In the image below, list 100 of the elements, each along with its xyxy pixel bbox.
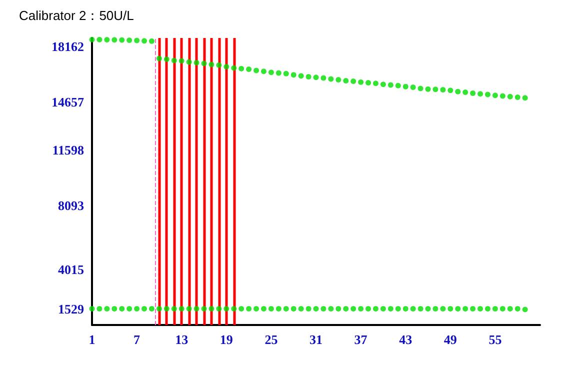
x-tick-label: 7 — [134, 332, 141, 347]
point — [186, 59, 192, 65]
point — [470, 90, 476, 96]
x-tick-label: 19 — [220, 332, 234, 347]
point — [343, 306, 349, 312]
x-tick-label: 55 — [488, 332, 502, 347]
point — [283, 306, 289, 312]
point — [500, 93, 506, 99]
point — [388, 82, 394, 88]
point — [410, 306, 416, 312]
point — [448, 88, 454, 94]
point — [328, 306, 334, 312]
x-tick-label: 49 — [444, 332, 458, 347]
x-tick-label: 31 — [310, 332, 322, 347]
point — [432, 86, 438, 92]
point — [238, 66, 244, 72]
point — [254, 306, 260, 312]
point — [343, 78, 349, 84]
point — [268, 70, 274, 76]
point — [96, 306, 102, 312]
point — [298, 306, 304, 312]
point — [276, 306, 282, 312]
point — [350, 78, 356, 84]
point — [254, 68, 260, 74]
point — [514, 306, 520, 312]
point — [484, 306, 490, 312]
point — [224, 306, 230, 312]
point — [462, 89, 468, 95]
point — [425, 86, 431, 92]
point — [96, 36, 102, 42]
point — [231, 65, 237, 71]
point — [418, 86, 424, 92]
point — [290, 306, 296, 312]
point — [313, 306, 319, 312]
y-tick-label: 18162 — [52, 38, 84, 54]
point — [246, 306, 252, 312]
point — [186, 306, 192, 312]
point — [238, 306, 244, 312]
point — [260, 68, 266, 74]
y-tick-label: 11598 — [52, 142, 84, 158]
point — [358, 306, 364, 312]
point — [500, 306, 506, 312]
point — [492, 306, 498, 312]
point — [104, 36, 110, 42]
point — [402, 306, 408, 312]
point — [425, 306, 431, 312]
point — [522, 306, 528, 312]
point — [224, 64, 230, 70]
point — [358, 79, 364, 85]
point — [171, 58, 177, 64]
point — [313, 74, 319, 80]
point — [201, 306, 207, 312]
y-tick-label: 14657 — [52, 94, 84, 110]
point — [507, 306, 513, 312]
point — [514, 94, 520, 100]
point — [380, 306, 386, 312]
point — [208, 306, 214, 312]
point — [164, 306, 170, 312]
point — [201, 60, 207, 66]
point — [194, 60, 200, 66]
point — [306, 306, 312, 312]
point — [372, 306, 378, 312]
point — [395, 306, 401, 312]
point — [290, 72, 296, 78]
point — [283, 70, 289, 76]
point — [119, 37, 125, 43]
point — [216, 62, 222, 68]
point — [336, 306, 342, 312]
point — [104, 306, 110, 312]
point — [164, 56, 170, 62]
point — [134, 38, 140, 44]
point — [350, 306, 356, 312]
point — [478, 306, 484, 312]
point — [142, 306, 148, 312]
point — [366, 306, 372, 312]
point — [268, 306, 274, 312]
y-tick-label: 8093 — [58, 198, 84, 213]
point — [276, 70, 282, 76]
point — [395, 82, 401, 88]
y-tick-label: 4015 — [58, 262, 84, 278]
point — [478, 91, 484, 97]
point — [320, 75, 326, 81]
point — [455, 88, 461, 94]
point — [388, 306, 394, 312]
point — [492, 92, 498, 98]
point — [328, 76, 334, 82]
point — [448, 306, 454, 312]
point — [432, 306, 438, 312]
point — [320, 306, 326, 312]
point — [156, 306, 162, 312]
point — [134, 306, 140, 312]
point — [366, 80, 372, 86]
point — [440, 306, 446, 312]
point — [380, 82, 386, 88]
chart-title: Calibrator 2：50U/L — [19, 8, 134, 23]
point — [306, 74, 312, 80]
point — [260, 306, 266, 312]
point — [231, 306, 237, 312]
point — [148, 306, 154, 312]
x-tick-label: 37 — [354, 332, 368, 347]
